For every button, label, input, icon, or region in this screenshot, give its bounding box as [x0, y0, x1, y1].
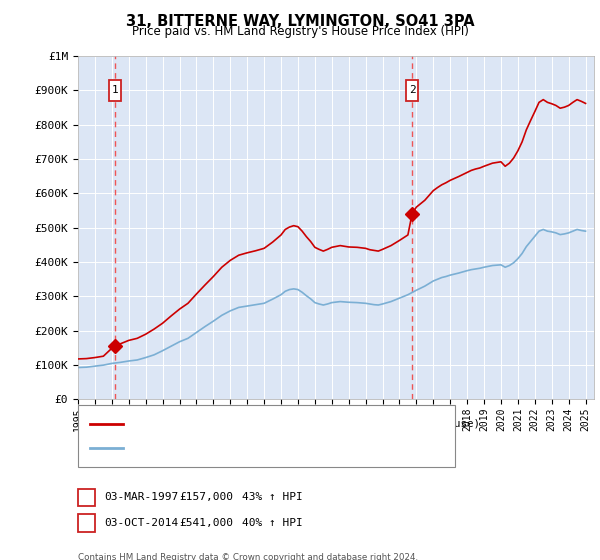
- Text: Contains HM Land Registry data © Crown copyright and database right 2024.
This d: Contains HM Land Registry data © Crown c…: [78, 553, 418, 560]
- Text: Price paid vs. HM Land Registry's House Price Index (HPI): Price paid vs. HM Land Registry's House …: [131, 25, 469, 38]
- Text: 31, BITTERNE WAY, LYMINGTON, SO41 3PA (detached house): 31, BITTERNE WAY, LYMINGTON, SO41 3PA (d…: [129, 418, 480, 428]
- Text: £157,000: £157,000: [179, 492, 233, 502]
- Text: 1: 1: [83, 492, 90, 502]
- Text: 03-MAR-1997: 03-MAR-1997: [104, 492, 178, 502]
- Text: 1: 1: [112, 85, 118, 95]
- Text: 2: 2: [83, 517, 90, 528]
- Bar: [406, 80, 418, 101]
- Bar: [109, 80, 121, 101]
- Text: 43% ↑ HPI: 43% ↑ HPI: [242, 492, 302, 502]
- Text: 40% ↑ HPI: 40% ↑ HPI: [242, 517, 302, 528]
- Text: 31, BITTERNE WAY, LYMINGTON, SO41 3PA: 31, BITTERNE WAY, LYMINGTON, SO41 3PA: [125, 14, 475, 29]
- Text: 2: 2: [409, 85, 416, 95]
- Text: HPI: Average price, detached house, New Forest: HPI: Average price, detached house, New …: [129, 443, 428, 453]
- Text: £541,000: £541,000: [179, 517, 233, 528]
- Text: 03-OCT-2014: 03-OCT-2014: [104, 517, 178, 528]
